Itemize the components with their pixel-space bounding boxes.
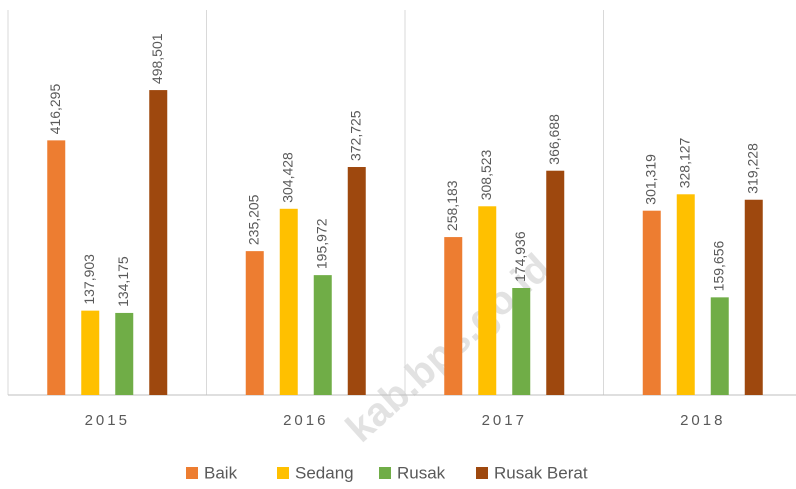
- x-tick-label: 2016: [283, 412, 328, 429]
- bar: [744, 199, 763, 395]
- bar: [478, 206, 497, 395]
- value-label: 195,972: [313, 218, 329, 269]
- bar: [347, 167, 366, 395]
- bar: [444, 237, 463, 395]
- bar: [47, 140, 66, 395]
- legend-label: Rusak Berat: [494, 463, 588, 482]
- legend-swatch: [186, 467, 198, 479]
- x-tick-label: 2018: [680, 412, 725, 429]
- bar: [676, 194, 695, 395]
- bar: [149, 90, 168, 395]
- value-label: 134,175: [115, 256, 131, 307]
- legend-swatch: [379, 467, 391, 479]
- value-label: 366,688: [546, 114, 562, 165]
- value-label: 258,183: [444, 180, 460, 231]
- legend-swatch: [277, 467, 289, 479]
- value-label: 301,319: [642, 154, 658, 205]
- legend-label: Rusak: [397, 463, 446, 482]
- legend-label: Sedang: [295, 463, 354, 482]
- value-label: 137,903: [81, 254, 97, 305]
- bar: [313, 275, 332, 395]
- value-label: 498,501: [149, 33, 165, 84]
- x-tick-label: 2015: [85, 412, 130, 429]
- bar: [642, 210, 661, 395]
- value-label: 319,228: [744, 143, 760, 194]
- legend-swatch: [476, 467, 488, 479]
- bar: [81, 310, 100, 395]
- value-label: 174,936: [512, 231, 528, 282]
- bar: [115, 312, 134, 395]
- value-label: 416,295: [47, 84, 63, 135]
- value-label: 304,428: [279, 152, 295, 203]
- value-label: 328,127: [676, 137, 692, 188]
- value-label: 372,725: [347, 110, 363, 161]
- legend-label: Baik: [204, 463, 238, 482]
- value-label: 159,656: [710, 241, 726, 292]
- value-label: 308,523: [478, 149, 494, 200]
- value-label: 235,205: [245, 194, 261, 245]
- bar: [279, 208, 298, 395]
- bar: [245, 251, 264, 395]
- bar: [512, 287, 531, 395]
- bar: [710, 297, 729, 395]
- bar: [546, 170, 565, 395]
- x-tick-label: 2017: [482, 412, 527, 429]
